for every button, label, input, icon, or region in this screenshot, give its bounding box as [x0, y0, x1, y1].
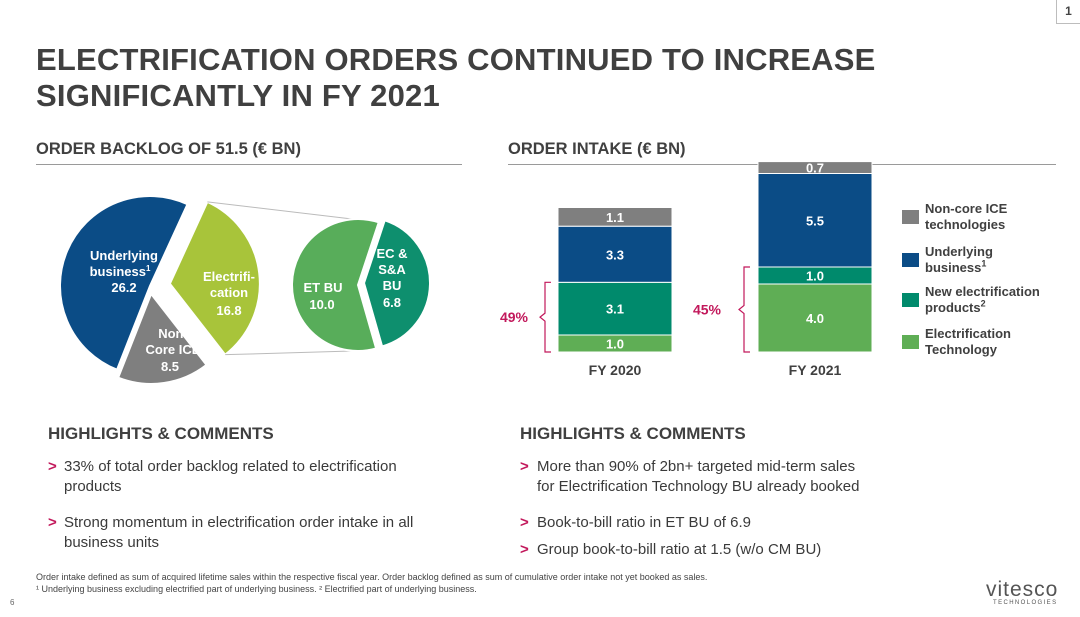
- backlog-section-rule: [36, 164, 462, 165]
- vitesco-logo-subtitle: TECHNOLOGIES: [993, 600, 1058, 606]
- highlights-left-divider: [48, 502, 476, 503]
- highlights-right-divider-1: [520, 503, 920, 504]
- pie-label-non-core-ice: Non-Core ICE: [146, 326, 201, 357]
- backlog-section-title: ORDER BACKLOG OF 51.5 (€ BN): [36, 140, 301, 158]
- bar-label-electrification-tech-0: 1.0: [606, 337, 624, 352]
- bar-label-underlying-1: 5.5: [806, 213, 824, 228]
- legend-swatch-underlying: [902, 253, 919, 267]
- bar-label-electrification-tech-1: 4.0: [806, 311, 824, 326]
- breakdown-value-et-bu: 10.0: [309, 297, 334, 312]
- pie-slice-electrification: [168, 200, 261, 357]
- legend-label-non-core: Non-core ICE technologies: [925, 201, 1008, 232]
- annotation-share-fy2020-label: 49%: [500, 309, 529, 325]
- pie-connector-top: [207, 201, 353, 220]
- bar-category-label-0: FY 2020: [589, 362, 642, 378]
- corner-page-number: 1: [1056, 0, 1080, 24]
- footnote-definitions: Order intake defined as sum of acquired …: [36, 572, 708, 582]
- chevron-icon: >: [520, 514, 529, 531]
- legend-label-new-electrification: New electrification products2: [925, 284, 1040, 315]
- pie-label-underlying-line2: business1: [90, 264, 151, 279]
- breakdown-label-ec-sa-bu: EC & S&A BU: [376, 246, 407, 293]
- bar-new-electrification-0: [557, 281, 673, 336]
- highlights-left-title: HIGHLIGHTS & COMMENTS: [48, 424, 274, 443]
- bar-underlying-1: [757, 173, 873, 268]
- breakdown-slice-ec-sa-bu: [362, 219, 431, 348]
- pie-connector-bottom: [225, 350, 353, 356]
- annotation-share-fy2020: 49%: [500, 281, 551, 353]
- highlights-left-item-2: Strong momentum in electrification order…: [64, 514, 414, 551]
- pie-value-electrification: 16.8: [216, 303, 241, 318]
- bar-label-non-core-ice-1: 0.7: [806, 161, 824, 176]
- page-title-line1: ELECTRIFICATION ORDERS CONTINUED TO INCR…: [36, 42, 876, 77]
- highlights-right-item-3: Group book-to-bill ratio at 1.5 (w/o CM …: [537, 541, 822, 558]
- page-number: 6: [10, 598, 15, 607]
- chevron-icon: >: [520, 541, 529, 558]
- bar-label-underlying-0: 3.3: [606, 247, 624, 262]
- annotation-share-fy2021: 45%: [693, 266, 750, 353]
- bar-label-non-core-ice-0: 1.1: [606, 210, 624, 225]
- breakdown-slice-et-bu: [291, 218, 381, 352]
- bar-electrification-tech-1: [757, 283, 873, 353]
- highlights-right-title: HIGHLIGHTS & COMMENTS: [520, 424, 746, 443]
- chevron-icon: >: [48, 458, 57, 475]
- legend-label-electrification-tech: Electrification Technology: [925, 326, 1011, 357]
- pie-label-underlying: Underlying: [90, 248, 158, 263]
- bar-label-new-electrification-0: 3.1: [606, 302, 624, 317]
- annotation-share-fy2021-label: 45%: [693, 302, 722, 318]
- vitesco-logo: vitesco: [986, 578, 1059, 601]
- highlights-right-item-1: More than 90% of 2bn+ targeted mid-term …: [537, 458, 860, 495]
- bar-category-label-1: FY 2021: [789, 362, 842, 378]
- page-title-line2: SIGNIFICANTLY IN FY 2021: [36, 78, 440, 113]
- chevron-icon: >: [520, 458, 529, 475]
- chevron-icon: >: [48, 514, 57, 531]
- bar-underlying-0: [557, 225, 673, 283]
- pie-slice-non-core-ice: [116, 291, 208, 385]
- intake-section-title: ORDER INTAKE (€ BN): [508, 140, 686, 158]
- breakdown-value-ec-sa-bu: 6.8: [383, 295, 401, 310]
- pie-value-underlying: 26.2: [111, 280, 136, 295]
- legend-swatch-non-core: [902, 210, 919, 224]
- legend-swatch-new-electrification: [902, 293, 919, 307]
- bar-non-core-ice-0: [557, 207, 673, 227]
- legend-swatch-electrification-tech: [902, 335, 919, 349]
- footnote-references: ¹ Underlying business excluding electrif…: [36, 584, 477, 594]
- pie-value-non-core-ice: 8.5: [161, 359, 179, 374]
- legend-label-underlying: Underlying business1: [925, 244, 993, 275]
- page-title: ELECTRIFICATION ORDERS CONTINUED TO INCR…: [36, 42, 996, 114]
- pie-slice-underlying: [59, 194, 189, 372]
- bar-non-core-ice-1: [757, 161, 873, 175]
- intake-bar-chart: 1.0 3.1 3.3 1.1 FY 2020 4.0 1.0 5.5 0.7 FY 2021 49…: [500, 161, 873, 378]
- highlights-right-item-2: Book-to-bill ratio in ET BU of 6.9: [537, 514, 751, 531]
- breakdown-label-et-bu: ET BU: [304, 280, 343, 295]
- highlights-right-divider-2: [520, 532, 912, 533]
- pie-label-electrification: Electrifi-cation: [203, 269, 255, 300]
- highlights-left-item-1: 33% of total order backlog related to el…: [64, 458, 397, 495]
- bar-label-new-electrification-1: 1.0: [806, 269, 824, 284]
